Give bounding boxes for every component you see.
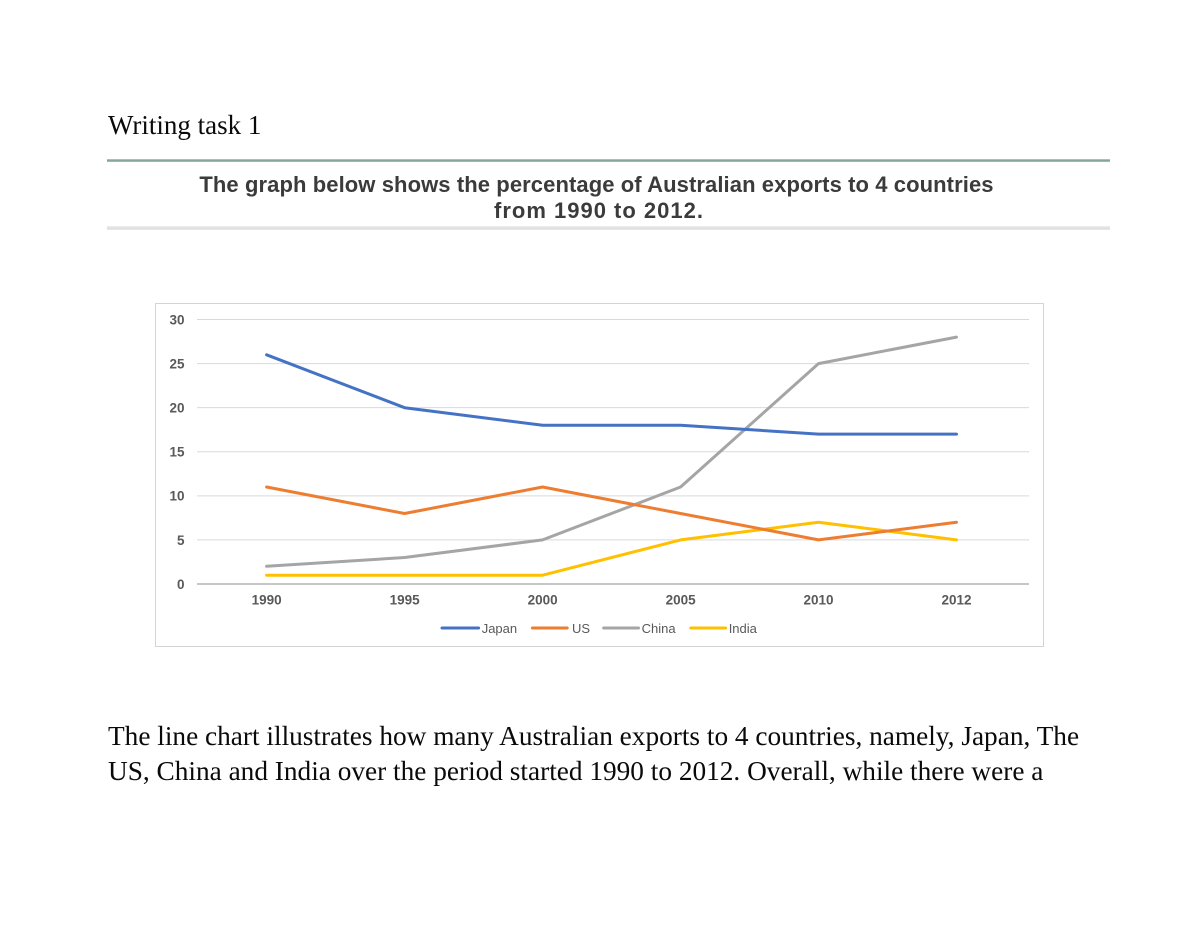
svg-text:0: 0 <box>177 577 185 592</box>
svg-text:1990: 1990 <box>252 593 282 608</box>
svg-text:India: India <box>729 621 758 636</box>
svg-text:2010: 2010 <box>803 593 833 608</box>
svg-text:2000: 2000 <box>528 593 558 608</box>
svg-text:US: US <box>572 621 590 636</box>
svg-text:1995: 1995 <box>390 593 421 608</box>
svg-text:25: 25 <box>169 357 185 372</box>
svg-text:Japan: Japan <box>482 621 517 636</box>
svg-text:30: 30 <box>169 312 184 327</box>
svg-text:2012: 2012 <box>941 593 971 608</box>
svg-text:15: 15 <box>169 445 185 460</box>
svg-text:5: 5 <box>177 533 185 548</box>
svg-text:20: 20 <box>169 401 184 416</box>
svg-text:2005: 2005 <box>666 593 697 608</box>
svg-text:China: China <box>642 621 677 636</box>
svg-text:10: 10 <box>169 489 184 504</box>
